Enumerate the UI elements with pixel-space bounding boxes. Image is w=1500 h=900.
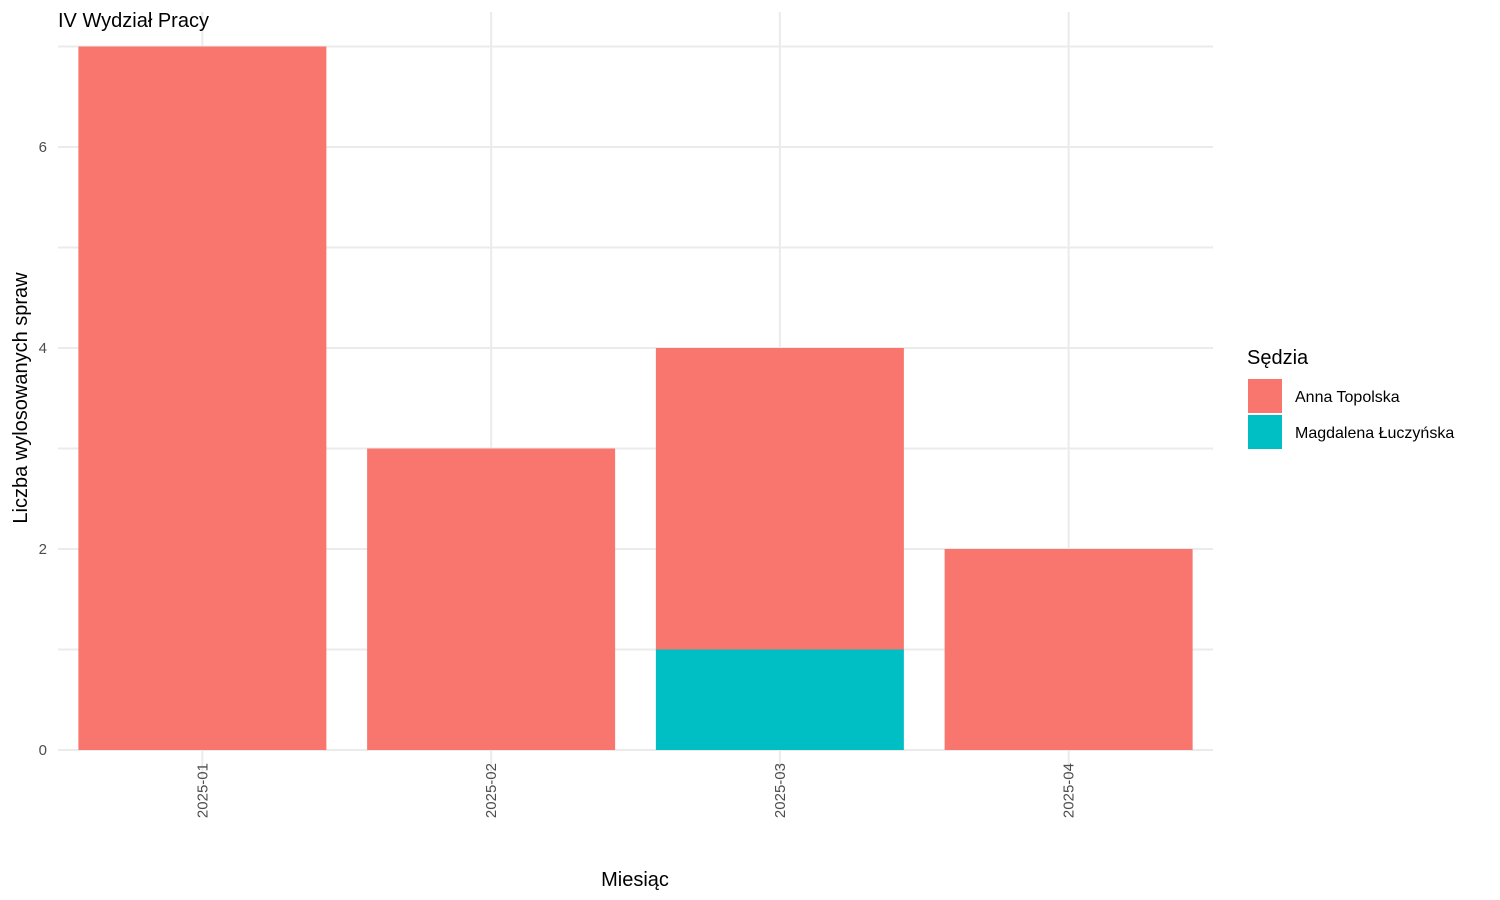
y-tick-label: 2 (39, 541, 47, 558)
legend-label: Anna Topolska (1295, 389, 1400, 406)
x-axis-ticks: 2025-01 2025-02 2025-03 2025-04 (194, 763, 1077, 818)
x-tick-label: 2025-03 (772, 763, 789, 818)
x-tick-label: 2025-01 (194, 763, 211, 818)
legend-items: Anna Topolska Magdalena Łuczyńska (1248, 379, 1454, 449)
bar-segment (944, 549, 1193, 750)
legend-item: Anna Topolska (1248, 379, 1400, 413)
x-tick-label: 2025-04 (1061, 763, 1078, 818)
bar-segment (655, 348, 904, 650)
y-axis-ticks: 0 2 4 6 (39, 139, 47, 759)
x-axis-title: Miesiąc (601, 869, 669, 891)
legend-label: Magdalena Łuczyńska (1295, 425, 1454, 442)
bars (78, 46, 1193, 750)
legend-item: Magdalena Łuczyńska (1248, 415, 1454, 449)
y-tick-label: 0 (39, 742, 47, 759)
bar-segment (655, 649, 904, 750)
bar-segment (367, 448, 616, 750)
x-tick-label: 2025-02 (483, 763, 500, 818)
legend-swatch (1248, 379, 1282, 413)
legend: Sędzia Anna Topolska Magdalena Łuczyńska (1247, 347, 1454, 449)
chart-title: IV Wydział Pracy (58, 10, 209, 32)
y-tick-label: 4 (39, 340, 47, 357)
legend-swatch (1248, 415, 1282, 449)
legend-title: Sędzia (1247, 347, 1309, 369)
bar-segment (78, 46, 327, 750)
y-tick-label: 6 (39, 139, 47, 156)
y-axis-title: Liczba wylosowanych spraw (10, 272, 32, 524)
